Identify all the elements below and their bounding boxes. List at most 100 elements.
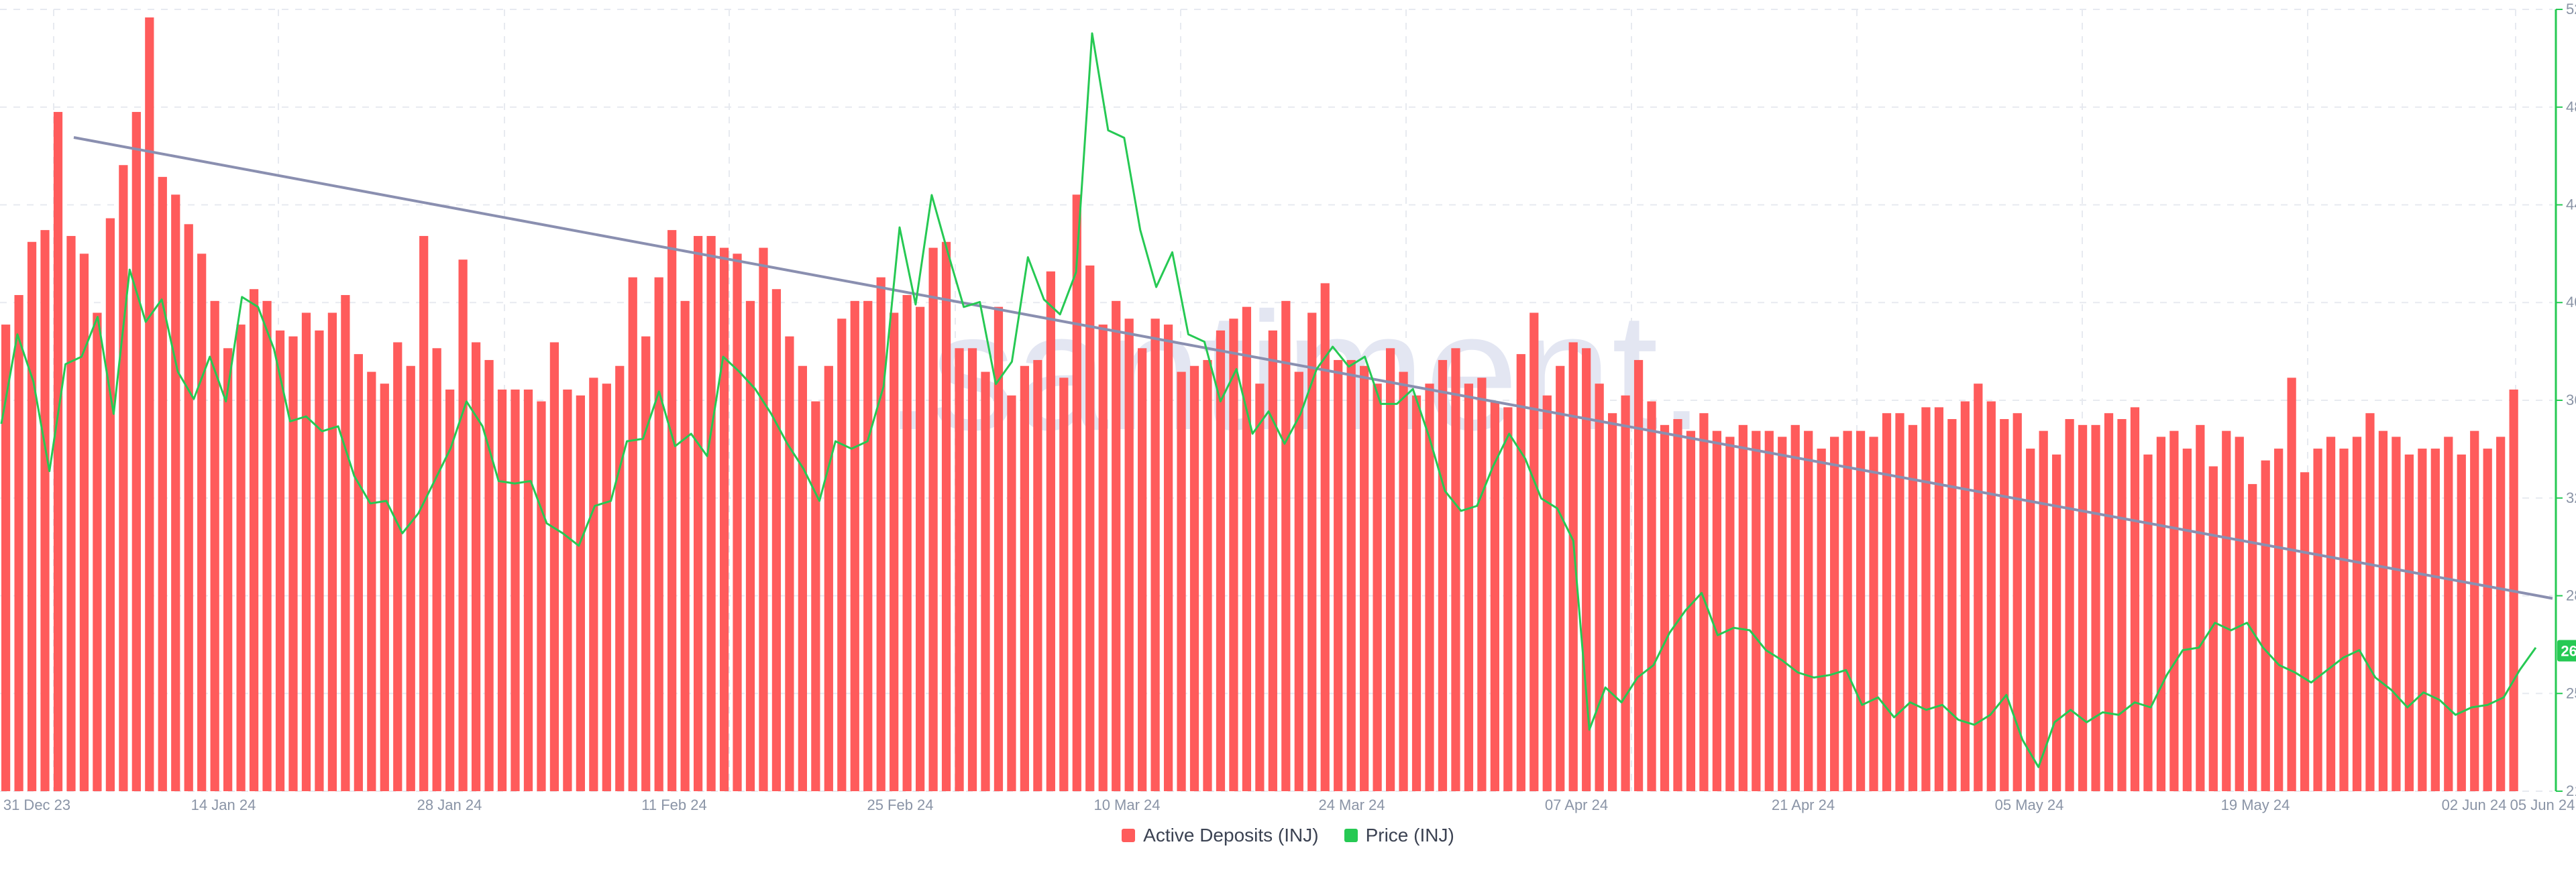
bar	[2000, 419, 2009, 791]
bar	[2012, 413, 2022, 791]
bar	[393, 342, 402, 792]
bar	[2457, 454, 2466, 791]
bar	[40, 230, 50, 791]
bar	[654, 277, 663, 792]
bar	[210, 300, 219, 791]
bar	[1385, 348, 1395, 791]
bar	[1752, 430, 1761, 791]
bar	[967, 348, 977, 791]
bar	[2470, 430, 2479, 791]
bar	[66, 235, 76, 791]
bar	[890, 312, 899, 791]
x-tick-label: 24 Mar 24	[1318, 797, 1385, 813]
current-price-tag	[2557, 640, 2576, 662]
y-tick-label: 40.776	[2566, 294, 2576, 310]
bar	[2392, 436, 2401, 791]
bar	[1856, 430, 1866, 791]
bar	[2222, 430, 2231, 791]
bar	[798, 365, 808, 791]
bar	[1477, 377, 1487, 791]
bar	[1764, 430, 1774, 791]
bar	[341, 295, 350, 792]
bar	[2039, 430, 2048, 791]
bar	[1895, 413, 1904, 791]
bar	[419, 235, 429, 791]
bar	[641, 336, 651, 791]
x-tick-label: 19 May 24	[2221, 797, 2290, 813]
bar	[2104, 413, 2114, 791]
bar	[1804, 430, 1813, 791]
bar	[484, 359, 494, 791]
x-tick-label: 11 Feb 24	[641, 797, 706, 813]
bar	[1399, 371, 1408, 791]
bar	[458, 259, 468, 792]
bar	[1020, 365, 1030, 791]
bar	[837, 318, 847, 791]
bar	[916, 306, 925, 791]
legend-item-price[interactable]: Price (INJ)	[1344, 825, 1454, 846]
bar	[1490, 401, 1499, 791]
y-tick-label: 52.564	[2566, 1, 2576, 17]
x-tick-label: 25 Feb 24	[867, 797, 933, 813]
bar	[1138, 348, 1147, 791]
bar	[145, 17, 154, 791]
bar	[680, 300, 690, 791]
legend: Active Deposits (INJ) Price (INJ)	[0, 825, 2576, 846]
bar	[315, 330, 324, 791]
bar	[549, 342, 559, 792]
bar	[537, 401, 546, 791]
bar	[288, 336, 298, 791]
bar	[1346, 359, 1356, 791]
bar	[2026, 449, 2035, 791]
x-tick-label: 14 Jan 24	[191, 797, 256, 813]
bar	[955, 348, 964, 791]
bar	[667, 230, 677, 791]
y-tick-label: 21.129	[2566, 782, 2576, 799]
bar	[2300, 472, 2310, 791]
bar	[523, 389, 533, 791]
bar	[93, 312, 102, 791]
bar	[1, 325, 11, 792]
bar	[1934, 407, 1944, 791]
bar	[2365, 413, 2375, 791]
bar	[1699, 413, 1709, 791]
bar	[2352, 436, 2362, 791]
bar	[406, 365, 415, 791]
bar	[2261, 460, 2270, 791]
bar	[262, 300, 272, 791]
bar	[105, 218, 115, 791]
bar	[1334, 359, 1343, 791]
bar	[2065, 419, 2074, 791]
bar	[1216, 330, 1226, 791]
bar	[1712, 430, 1722, 791]
bar	[1738, 424, 1748, 791]
bar	[1112, 300, 1121, 791]
bar	[941, 241, 951, 792]
bar	[1882, 413, 1892, 791]
bar	[2143, 454, 2153, 791]
bar	[1673, 419, 1682, 791]
bar	[2430, 449, 2440, 791]
bar	[824, 365, 833, 791]
bar	[2339, 449, 2349, 791]
bar	[1242, 306, 1252, 791]
bar	[1229, 318, 1238, 791]
bar	[1425, 384, 1434, 791]
bar	[1033, 359, 1042, 791]
y-tick-label: 25.058	[2566, 685, 2576, 701]
bar	[1633, 359, 1644, 791]
bar	[1360, 365, 1369, 791]
bar	[1451, 348, 1460, 791]
bar	[2378, 430, 2388, 791]
legend-item-active-deposits[interactable]: Active Deposits (INJ)	[1122, 825, 1319, 846]
bar	[2182, 449, 2192, 791]
bar	[1607, 413, 1617, 791]
bar	[1529, 312, 1539, 791]
y-tick-label: 32.917	[2566, 489, 2576, 506]
bar	[615, 365, 625, 791]
bar	[2235, 436, 2244, 791]
bar	[994, 306, 1004, 791]
bar	[2483, 449, 2492, 791]
bar	[1411, 395, 1421, 791]
bar	[2313, 449, 2322, 791]
